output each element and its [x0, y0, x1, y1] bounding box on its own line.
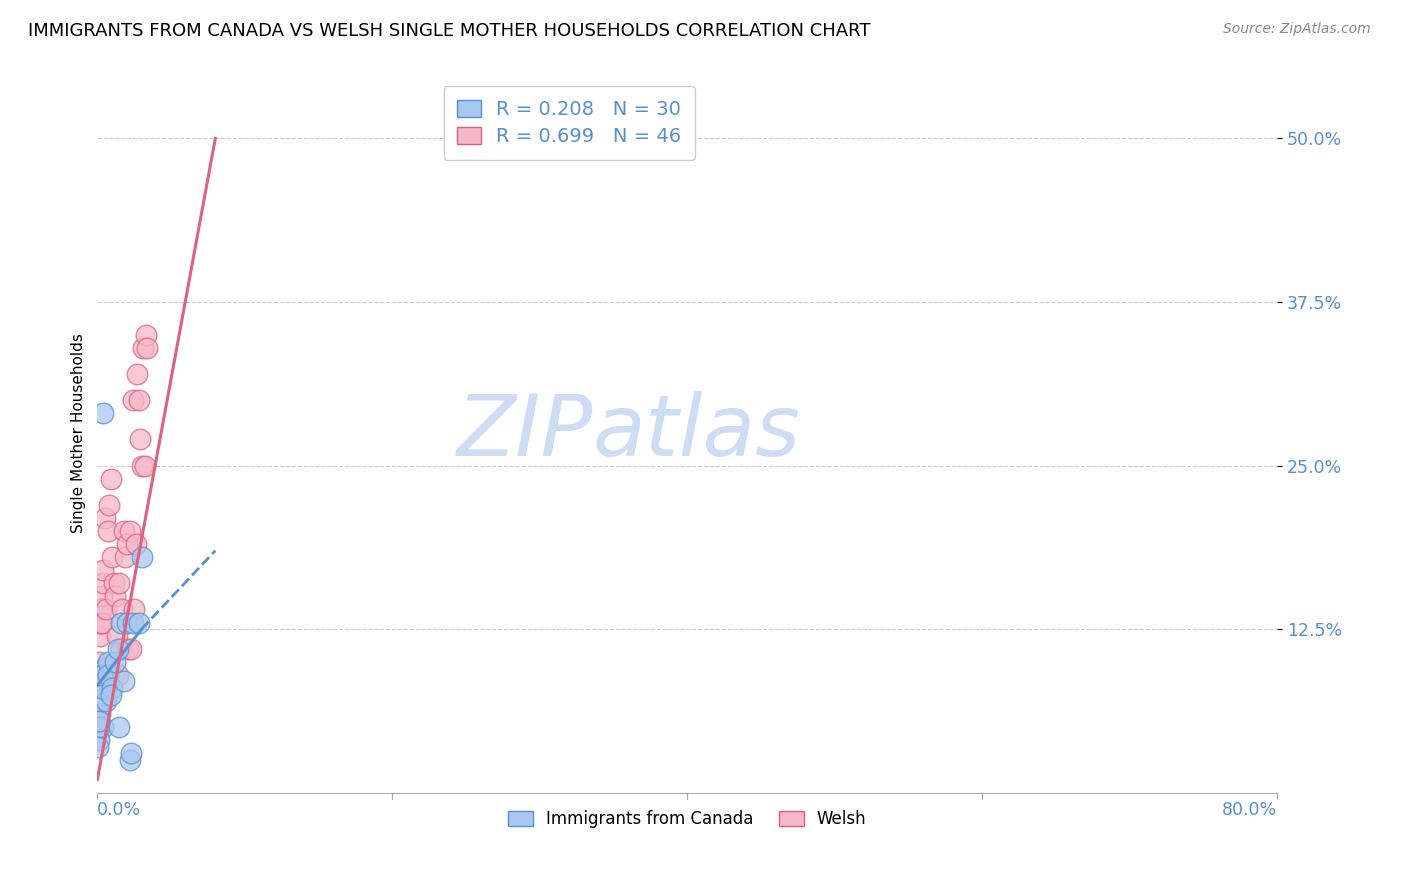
Text: Source: ZipAtlas.com: Source: ZipAtlas.com — [1223, 22, 1371, 37]
Point — [90, 615, 112, 630]
Point — [93, 511, 115, 525]
Point — [87, 739, 110, 754]
Point — [91, 406, 114, 420]
Point — [115, 615, 138, 630]
Text: 80.0%: 80.0% — [1222, 800, 1277, 819]
Text: IMMIGRANTS FROM CANADA VS WELSH SINGLE MOTHER HOUSEHOLDS CORRELATION CHART: IMMIGRANTS FROM CANADA VS WELSH SINGLE M… — [28, 22, 870, 40]
Point — [125, 537, 148, 551]
Point — [97, 655, 120, 669]
Point — [104, 590, 127, 604]
Point — [87, 720, 110, 734]
Point — [108, 720, 131, 734]
Point — [90, 681, 112, 695]
Point — [87, 655, 110, 669]
Point — [128, 393, 150, 408]
Point — [89, 707, 111, 722]
Point — [91, 563, 114, 577]
Point — [96, 694, 118, 708]
Point — [91, 668, 114, 682]
Point — [129, 433, 152, 447]
Point — [90, 681, 112, 695]
Point — [131, 458, 153, 473]
Point — [87, 668, 110, 682]
Point — [100, 688, 122, 702]
Point — [105, 629, 128, 643]
Point — [93, 661, 115, 675]
Point — [87, 681, 110, 695]
Point — [104, 655, 127, 669]
Text: 0.0%: 0.0% — [97, 800, 142, 819]
Point — [97, 524, 120, 538]
Point — [87, 733, 110, 747]
Point — [118, 753, 141, 767]
Legend: Immigrants from Canada, Welsh: Immigrants from Canada, Welsh — [501, 804, 873, 835]
Point — [529, 105, 551, 120]
Point — [120, 641, 142, 656]
Point — [112, 524, 135, 538]
Point — [91, 576, 114, 591]
Text: ZIP: ZIP — [457, 392, 593, 475]
Point — [114, 550, 136, 565]
Point — [89, 629, 111, 643]
Point — [132, 341, 155, 355]
Point — [127, 367, 149, 381]
Point — [110, 615, 132, 630]
Point — [87, 707, 110, 722]
Point — [89, 602, 111, 616]
Point — [90, 615, 112, 630]
Text: atlas: atlas — [593, 392, 801, 475]
Point — [90, 602, 112, 616]
Point — [128, 615, 150, 630]
Point — [90, 688, 112, 702]
Point — [108, 576, 131, 591]
Point — [136, 341, 159, 355]
Point — [100, 472, 122, 486]
Point — [134, 458, 156, 473]
Point — [118, 524, 141, 538]
Point — [90, 590, 112, 604]
Point — [121, 393, 143, 408]
Point — [131, 550, 153, 565]
Point — [89, 615, 111, 630]
Point — [98, 498, 121, 512]
Point — [90, 668, 112, 682]
Point — [101, 550, 124, 565]
Point — [112, 674, 135, 689]
Point — [111, 602, 134, 616]
Point — [135, 327, 157, 342]
Point — [91, 720, 114, 734]
Point — [103, 576, 125, 591]
Point — [122, 602, 145, 616]
Point — [117, 641, 139, 656]
Point — [110, 641, 132, 656]
Point — [89, 694, 111, 708]
Point — [101, 681, 124, 695]
Point — [107, 641, 129, 656]
Y-axis label: Single Mother Households: Single Mother Households — [72, 333, 86, 533]
Point — [121, 615, 143, 630]
Point — [115, 537, 138, 551]
Point — [96, 602, 118, 616]
Point — [87, 720, 110, 734]
Point — [120, 747, 142, 761]
Point — [97, 668, 120, 682]
Point — [89, 694, 111, 708]
Point — [87, 714, 110, 728]
Point — [107, 668, 129, 682]
